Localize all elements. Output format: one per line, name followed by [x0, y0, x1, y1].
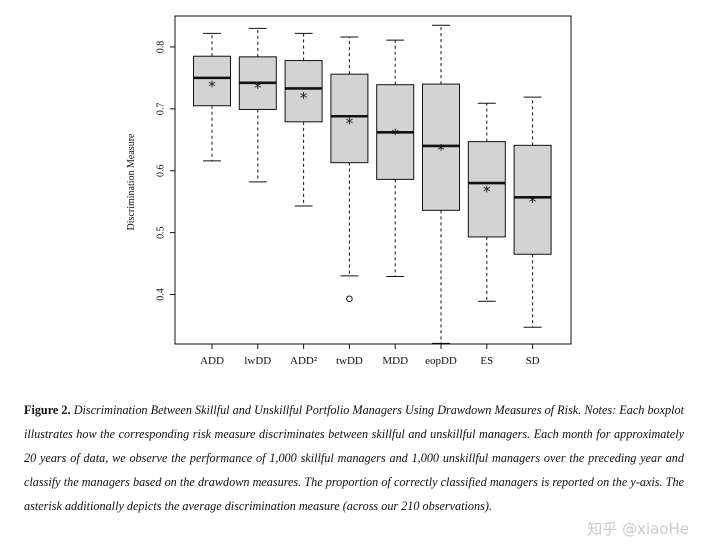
boxplot-chart: 0.4 0.5 0.6 0.7 0.8 ADD lwDD ADD² twDD MDD eopDD E… [126, 15, 572, 367]
mean-marker: * [529, 193, 537, 211]
x-tick-label: SD [526, 355, 540, 367]
x-tick-label: lwDD [244, 355, 271, 367]
y-tick-label: 0.4 [155, 288, 166, 301]
x-axis: ADD lwDD ADD² twDD MDD eopDD ES SD [200, 344, 540, 367]
y-tick-label: 0.7 [155, 103, 166, 116]
box-2: * [284, 32, 323, 207]
x-tick-label: ES [480, 355, 493, 367]
mean-marker: * [483, 183, 491, 201]
box-4: * [376, 39, 415, 278]
boxes-layer: * * * * * * * * [193, 24, 552, 344]
mean-marker: * [391, 126, 399, 144]
y-tick-label: 0.6 [155, 164, 166, 177]
x-tick-label: eopDD [425, 355, 457, 367]
plot-border [174, 15, 572, 345]
mean-marker: * [437, 141, 445, 159]
box-1: * [238, 27, 277, 183]
iqr-box [193, 55, 231, 107]
caption-label: Figure 2. [24, 403, 71, 417]
iqr-box [284, 60, 323, 123]
mean-marker: * [300, 89, 308, 107]
x-tick-label: twDD [336, 355, 363, 367]
mean-marker: * [254, 79, 262, 97]
box-5: * [422, 24, 460, 344]
watermark: 知乎 @xiaoHe [587, 520, 689, 538]
plot-frame [174, 15, 572, 345]
x-tick-label: ADD² [290, 355, 318, 367]
outlier-point [346, 295, 353, 303]
box-6: * [467, 102, 506, 302]
box-0: * [193, 32, 231, 162]
x-tick-label: MDD [382, 355, 408, 367]
iqr-box [467, 141, 506, 238]
caption-text: Discrimination Between Skillful and Unsk… [24, 403, 684, 513]
y-axis-title: Discrimination Measure [126, 133, 137, 230]
y-tick-label: 0.8 [155, 41, 166, 54]
y-tick-label: 0.5 [155, 226, 166, 239]
x-tick-label: ADD [200, 355, 224, 367]
box-7: * [513, 96, 552, 328]
figure-caption: Figure 2. Discrimination Between Skillfu… [24, 398, 684, 518]
mean-marker: * [346, 114, 354, 132]
iqr-box [513, 144, 552, 255]
iqr-box [330, 73, 369, 164]
y-axis: 0.4 0.5 0.6 0.7 0.8 [155, 41, 175, 301]
box-3: * [330, 36, 369, 303]
mean-marker: * [208, 77, 216, 95]
